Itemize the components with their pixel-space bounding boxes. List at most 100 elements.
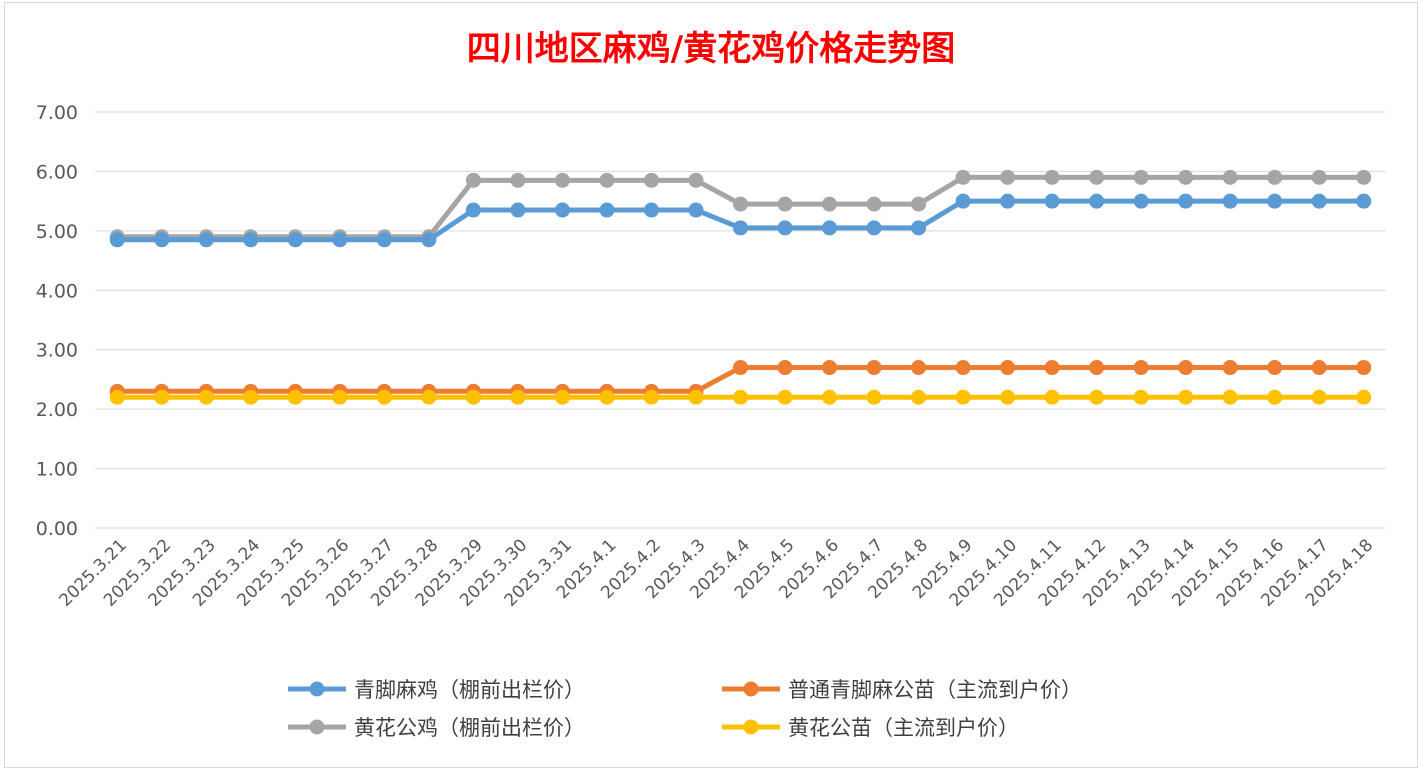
data-point bbox=[911, 360, 927, 376]
data-point bbox=[911, 220, 927, 236]
data-point bbox=[1178, 169, 1194, 185]
data-point bbox=[1089, 169, 1105, 185]
y-tick-label: 4.00 bbox=[36, 280, 78, 302]
data-point bbox=[198, 232, 214, 248]
data-point bbox=[866, 389, 882, 405]
data-point bbox=[1133, 193, 1149, 209]
data-point bbox=[1222, 389, 1238, 405]
series-lines bbox=[109, 169, 1372, 405]
data-point bbox=[733, 220, 748, 236]
data-point bbox=[1089, 193, 1105, 209]
data-point bbox=[198, 389, 214, 405]
y-tick-label: 6.00 bbox=[36, 161, 78, 183]
data-point bbox=[1356, 169, 1372, 185]
data-point bbox=[866, 220, 882, 236]
y-tick-label: 5.00 bbox=[36, 221, 78, 243]
data-point bbox=[1311, 389, 1327, 405]
data-point bbox=[1178, 193, 1194, 209]
data-point bbox=[1267, 360, 1283, 376]
data-point bbox=[1222, 169, 1238, 185]
data-point bbox=[866, 196, 882, 212]
data-point bbox=[376, 232, 392, 248]
data-point bbox=[777, 389, 793, 405]
chart-title: 四川地区麻鸡/黄花鸡价格走势图 bbox=[467, 29, 955, 69]
data-point bbox=[109, 232, 125, 248]
data-point bbox=[733, 360, 748, 376]
data-point bbox=[332, 232, 348, 248]
data-point bbox=[376, 389, 392, 405]
data-point bbox=[955, 360, 971, 376]
legend-item: 普通青脚麻公苗（主流到户价） bbox=[722, 678, 1082, 702]
data-point bbox=[822, 389, 838, 405]
legend-label: 青脚麻鸡（棚前出栏价） bbox=[354, 678, 585, 702]
data-point bbox=[955, 389, 971, 405]
series-1 bbox=[109, 193, 1372, 248]
y-tick-label: 7.00 bbox=[36, 102, 78, 124]
data-point bbox=[465, 389, 481, 405]
y-tick-label: 0.00 bbox=[36, 518, 78, 540]
legend-marker bbox=[743, 681, 759, 697]
data-point bbox=[1267, 193, 1283, 209]
data-point bbox=[554, 389, 570, 405]
data-point bbox=[287, 389, 303, 405]
data-point bbox=[465, 202, 481, 218]
legend-label: 普通青脚麻公苗（主流到户价） bbox=[788, 678, 1082, 702]
data-point bbox=[465, 172, 481, 188]
data-point bbox=[777, 196, 793, 212]
y-tick-label: 2.00 bbox=[36, 399, 78, 421]
data-point bbox=[1356, 360, 1372, 376]
data-point bbox=[1133, 169, 1149, 185]
data-point bbox=[332, 389, 348, 405]
data-point bbox=[866, 360, 882, 376]
y-tick-label: 3.00 bbox=[36, 340, 78, 362]
data-point bbox=[777, 360, 793, 376]
data-point bbox=[1178, 389, 1194, 405]
data-point bbox=[1089, 389, 1105, 405]
data-point bbox=[688, 202, 704, 218]
data-point bbox=[599, 172, 615, 188]
data-point bbox=[287, 232, 303, 248]
data-point bbox=[1044, 169, 1060, 185]
data-point bbox=[421, 389, 437, 405]
data-point bbox=[733, 389, 748, 405]
data-point bbox=[1000, 169, 1016, 185]
data-point bbox=[822, 196, 838, 212]
data-point bbox=[1267, 169, 1283, 185]
data-point bbox=[1133, 360, 1149, 376]
y-axis-ticks: 0.00 1.00 2.00 3.00 4.00 5.00 6.00 7.00 bbox=[36, 102, 78, 540]
data-point bbox=[1222, 193, 1238, 209]
data-point bbox=[1311, 193, 1327, 209]
data-point bbox=[643, 389, 659, 405]
data-point bbox=[1044, 360, 1060, 376]
data-point bbox=[911, 389, 927, 405]
legend-item: 青脚麻鸡（棚前出栏价） bbox=[288, 678, 585, 702]
data-point bbox=[688, 172, 704, 188]
data-point bbox=[1044, 389, 1060, 405]
data-point bbox=[109, 389, 125, 405]
legend-item: 黄花公苗（主流到户价） bbox=[722, 716, 1019, 740]
data-point bbox=[510, 172, 526, 188]
data-point bbox=[955, 193, 971, 209]
data-point bbox=[1044, 193, 1060, 209]
data-point bbox=[688, 389, 704, 405]
data-point bbox=[1356, 193, 1372, 209]
legend-label: 黄花公鸡（棚前出栏价） bbox=[354, 716, 585, 740]
data-point bbox=[154, 389, 170, 405]
y-tick-label: 1.00 bbox=[36, 459, 78, 481]
data-point bbox=[1000, 360, 1016, 376]
data-point bbox=[955, 169, 971, 185]
data-point bbox=[154, 232, 170, 248]
data-point bbox=[643, 172, 659, 188]
data-point bbox=[510, 389, 526, 405]
data-point bbox=[911, 196, 927, 212]
data-point bbox=[1311, 360, 1327, 376]
data-point bbox=[1267, 389, 1283, 405]
data-point bbox=[1178, 360, 1194, 376]
data-point bbox=[1311, 169, 1327, 185]
data-point bbox=[1000, 389, 1016, 405]
data-point bbox=[1356, 389, 1372, 405]
legend-marker bbox=[743, 719, 759, 735]
data-point bbox=[643, 202, 659, 218]
data-point bbox=[243, 389, 259, 405]
data-point bbox=[1000, 193, 1016, 209]
